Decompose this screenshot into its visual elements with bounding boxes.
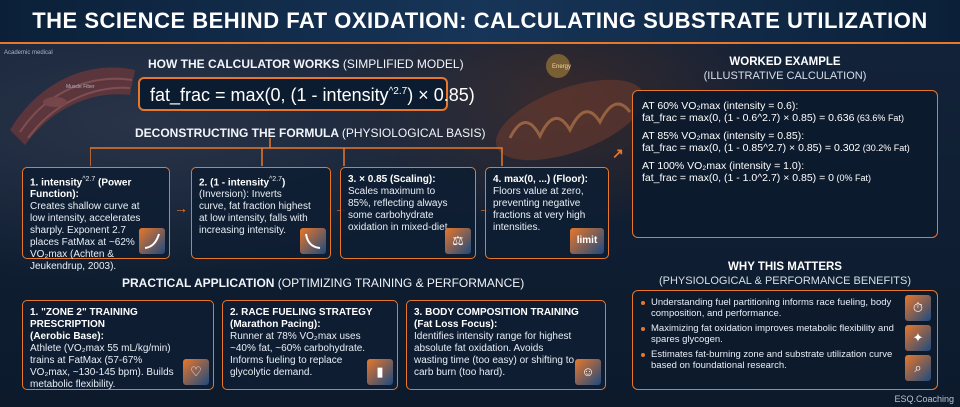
why-panel: Understanding fuel partitioning informs … [632, 290, 938, 390]
formula-card-3: 3. × 0.85 (Scaling): Scales maximum to 8… [340, 167, 476, 259]
scale-icon: ⚖ [445, 228, 471, 254]
muscle-illustration [10, 67, 135, 145]
example-3-label: AT 100% VO₂max (intensity = 1.0): [642, 160, 805, 172]
worked-example-panel: AT 60% VO₂max (intensity = 0.6): fat_fra… [632, 90, 938, 238]
arrow-to-worked-icon: ↗ [612, 145, 624, 161]
mitochondria-illustration [495, 54, 645, 161]
body-icon: ☺ [575, 359, 601, 385]
mito-energy-tag: Energy [552, 64, 572, 70]
deconstruct-heading: DECONSTRUCTING THE FORMULA (PHYSIOLOGICA… [135, 126, 486, 140]
rising-curve-icon [139, 228, 165, 254]
formula-card-4: 4. max(0, ...) (Floor): Floors value at … [485, 167, 609, 259]
worked-heading-note: (ILLUSTRATIVE CALCULATION) [703, 70, 867, 82]
app-card-2: 2. RACE FUELING STRATEGY (Marathon Pacin… [222, 300, 398, 390]
why-item-2: Maximizing fat oxidation improves metabo… [641, 323, 903, 345]
card-1-body: Creates shallow curve at low intensity, … [30, 201, 141, 273]
limit-icon: limit [570, 228, 604, 254]
card-1-title: 1. intensity [30, 177, 83, 189]
why-heading-note: (PHYSIOLOGICAL & PERFORMANCE BENEFITS) [658, 275, 912, 287]
app-3-title: 3. BODY COMPOSITION TRAINING [414, 307, 579, 318]
card-3-body: Scales maximum to 85%, reflecting always… [348, 186, 451, 233]
example-2-label: AT 85% VO₂max (intensity = 0.85): [642, 130, 805, 142]
example-1-calc-text: fat_frac = max(0, (1 - 0.6^2.7) × 0.85) … [642, 112, 855, 124]
page-title: THE SCIENCE BEHIND FAT OXIDATION: CALCUL… [32, 8, 928, 33]
example-1-label: AT 60% VO₂max (intensity = 0.6): [642, 100, 799, 112]
example-2-pct: (30.2% Fat) [860, 143, 910, 153]
formula-exponent: ^2.7 [388, 86, 408, 97]
formula-box: fat_frac = max(0, (1 - intensity^2.7) × … [138, 77, 475, 111]
deconstruct-heading-note: (PHYSIOLOGICAL BASIS) [341, 126, 486, 140]
deconstruct-heading-main: DECONSTRUCTING THE FORMULA [135, 126, 339, 140]
example-3-pct: (0% Fat) [833, 173, 871, 183]
gel-pack-icon: ▮ [367, 359, 393, 385]
example-3-calc-text: fat_frac = max(0, (1 - 1.0^2.7) × 0.85) … [642, 172, 834, 184]
arrow-1-icon: → [174, 200, 188, 216]
card-1-title-sup: ^2.7 [82, 176, 96, 183]
app-card-3: 3. BODY COMPOSITION TRAINING (Fat Loss F… [406, 300, 606, 390]
app-1-subtitle: (Aerobic Base): [30, 331, 104, 342]
muscle-tag: Academic medical [4, 50, 53, 56]
app-2-body: Runner at 78% VO₂max uses ~40% fat, ~60%… [230, 331, 366, 378]
formula-card-1: 1. intensity^2.7 (Power Function): Creat… [22, 167, 170, 272]
card-2-body: (Inversion): Inverts curve, fat fraction… [199, 189, 311, 237]
muscle-sub-label: Muscle Fiber [66, 84, 95, 90]
falling-curve-icon [300, 228, 326, 254]
formula-card-2: 2. (1 - intensity^2.7) (Inversion): Inve… [191, 167, 331, 259]
why-item-1: Understanding fuel partitioning informs … [641, 297, 903, 319]
stopwatch-icon: ⏱ [905, 295, 931, 321]
app-1-title: 1. "ZONE 2" TRAINING PRESCRIPTION [30, 307, 138, 330]
title-bar [0, 0, 960, 44]
how-heading-note: (SIMPLIFIED MODEL) [342, 57, 464, 71]
card-2-title-sup: ^2.7 [269, 176, 283, 183]
example-2-calc-text: fat_frac = max(0, (1 - 0.85^2.7) × 0.85)… [642, 142, 861, 154]
card-1-title-tail: (Power Function): [30, 177, 132, 201]
app-3-subtitle: (Fat Loss Focus): [414, 319, 498, 330]
formula-rhs: ) × 0.85) [407, 85, 475, 105]
practical-heading-main: PRACTICAL APPLICATION [122, 276, 275, 290]
brand-watermark: ESQ.Coaching [894, 394, 954, 404]
runner-icon: ✦ [905, 325, 931, 351]
card-2-title: 2. (1 - intensity [199, 177, 270, 189]
example-1-pct: (63.6% Fat) [854, 113, 904, 123]
formula-lhs: fat_frac = max(0, (1 - intensity [150, 85, 389, 105]
how-heading-main: HOW THE CALCULATOR WORKS [148, 57, 340, 71]
app-3-body: Identifies intensity range for highest a… [414, 331, 575, 378]
card-4-title: 4. max(0, ...) (Floor): [493, 174, 589, 185]
app-card-1: 1. "ZONE 2" TRAINING PRESCRIPTION (Aerob… [22, 300, 214, 390]
worked-heading: WORKED EXAMPLE [729, 56, 841, 68]
why-item-3: Estimates fat-burning zone and substrate… [641, 349, 903, 371]
card-4-body: Floors value at zero, preventing negativ… [493, 186, 586, 233]
example-3-calc: fat_frac = max(0, (1 - 1.0^2.7) × 0.85) … [642, 172, 928, 184]
app-2-title: 2. RACE FUELING STRATEGY [230, 307, 373, 318]
why-list: Understanding fuel partitioning informs … [641, 297, 929, 371]
formula-branch-connector [90, 138, 503, 166]
chart-search-icon: ⌕ [905, 355, 931, 381]
example-2-calc: fat_frac = max(0, (1 - 0.85^2.7) × 0.85)… [642, 142, 928, 154]
app-2-subtitle: (Marathon Pacing): [230, 319, 321, 330]
example-1-calc: fat_frac = max(0, (1 - 0.6^2.7) × 0.85) … [642, 112, 928, 124]
practical-heading: PRACTICAL APPLICATION (OPTIMIZING TRAINI… [122, 276, 524, 290]
why-heading: WHY THIS MATTERS [728, 261, 842, 273]
practical-heading-note: (OPTIMIZING TRAINING & PERFORMANCE) [277, 276, 525, 290]
app-1-body: Athlete (VO₂max 55 mL/kg/min) trains at … [30, 343, 174, 390]
card-2-title-tail: ) [282, 177, 286, 189]
how-heading: HOW THE CALCULATOR WORKS (SIMPLIFIED MOD… [148, 57, 464, 71]
heart-rate-icon: ♡ [183, 359, 209, 385]
card-3-title: 3. × 0.85 (Scaling): [348, 174, 436, 185]
